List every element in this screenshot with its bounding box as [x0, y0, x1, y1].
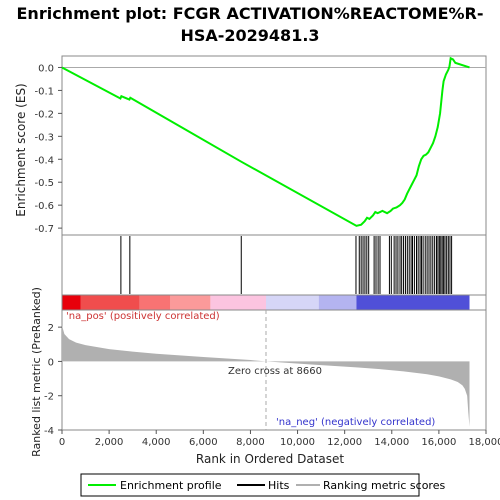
es-tick-label: -0.1: [34, 86, 54, 97]
es-axis-label: Enrichment score (ES): [14, 83, 28, 216]
x-tick-label: 12,000: [327, 437, 362, 448]
metric-tick-label: 2: [48, 323, 54, 334]
es-panel-frame: [61, 55, 487, 236]
metric-axis-label: Ranked list metric (PreRanked): [30, 287, 43, 457]
metric-tick-label: -2: [44, 392, 54, 403]
metric-tick-label: 0: [48, 357, 54, 368]
x-tick-label: 16,000: [421, 437, 456, 448]
rank-color-bar: [61, 294, 487, 311]
metric-panel: 20-2-4 'na_pos' (positively correlated) …: [30, 287, 487, 457]
x-tick-label: 4,000: [142, 437, 171, 448]
x-tick-label: 8,000: [236, 437, 265, 448]
es-tick-label: -0.6: [34, 201, 54, 212]
x-tick-label: 18,000: [469, 437, 500, 448]
chart-title-line-1: Enrichment plot: FCGR ACTIVATION%REACTOM…: [17, 4, 484, 23]
es-tick-label: -0.5: [34, 178, 54, 189]
es-tick-label: -0.7: [34, 224, 54, 235]
es-panel: 0.0 -0.1 -0.2 -0.3 -0.4 -0.5 -0.6 -0.7 Enrichme…: [14, 55, 487, 236]
chart-title-line-2: HSA-2029481.3: [180, 26, 319, 45]
rank-bar-segment: [80, 295, 140, 310]
rank-bar-segment: [356, 295, 470, 310]
zero-cross-label: Zero cross at 8660: [228, 366, 322, 377]
x-tick-label: 14,000: [374, 437, 409, 448]
x-axis: 0 2,000 4,000 6,000 8,000 10,000 12,000 14,000 1…: [59, 430, 500, 448]
rank-bar-segment: [170, 295, 211, 310]
x-tick-label: 0: [59, 437, 65, 448]
rank-bar-segment: [210, 295, 266, 310]
x-tick-label: 10,000: [280, 437, 315, 448]
rank-bar-segment: [139, 295, 171, 310]
rank-bar-segment: [62, 295, 81, 310]
x-tick-label: 6,000: [189, 437, 218, 448]
na-neg-label: 'na_neg' (negatively correlated): [276, 417, 435, 428]
hits-panel-frame: [61, 234, 487, 296]
x-axis-label: Rank in Ordered Dataset: [196, 452, 344, 466]
es-tick-label: -0.2: [34, 109, 54, 120]
es-tick-label: -0.3: [34, 132, 54, 143]
rank-bar-segment: [265, 295, 319, 310]
es-tick-label: 0.0: [38, 63, 54, 74]
x-tick-label: 2,000: [95, 437, 124, 448]
enrichment-profile-line: [61, 56, 470, 227]
metric-tick-label: -4: [44, 426, 54, 437]
hits-panel: [61, 234, 487, 296]
rank-bar-segment: [318, 295, 357, 310]
na-pos-label: 'na_pos' (positively correlated): [66, 311, 220, 322]
es-tick-label: -0.4: [34, 155, 54, 166]
legend: Enrichment profile Hits Ranking metric s…: [80, 473, 445, 497]
legend-label-hits: Hits: [268, 479, 290, 492]
legend-label-ranking-metric: Ranking metric scores: [323, 479, 445, 492]
legend-label-enrichment-profile: Enrichment profile: [120, 479, 222, 492]
